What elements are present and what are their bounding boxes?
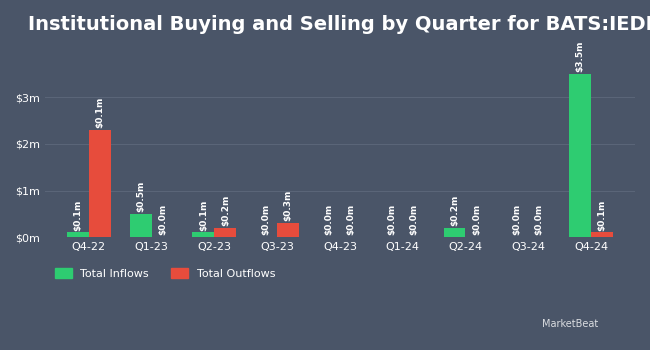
Text: $0.0m: $0.0m xyxy=(513,204,522,235)
Text: $0.1m: $0.1m xyxy=(96,97,104,128)
Text: $0.2m: $0.2m xyxy=(450,195,459,226)
Bar xyxy=(89,130,111,237)
Legend: Total Inflows, Total Outflows: Total Inflows, Total Outflows xyxy=(51,264,280,284)
Text: $0.0m: $0.0m xyxy=(410,204,418,235)
Bar xyxy=(192,232,214,237)
Text: $0.0m: $0.0m xyxy=(535,204,544,235)
Bar xyxy=(569,74,591,237)
Bar xyxy=(443,228,465,237)
Text: $0.5m: $0.5m xyxy=(136,181,145,212)
Bar xyxy=(129,214,151,237)
Text: $0.0m: $0.0m xyxy=(472,204,481,235)
Text: $0.1m: $0.1m xyxy=(73,199,83,231)
Bar xyxy=(277,223,299,237)
Bar xyxy=(591,232,613,237)
Text: MarketBeat: MarketBeat xyxy=(541,319,598,329)
Bar xyxy=(67,232,89,237)
Text: $0.0m: $0.0m xyxy=(346,204,356,235)
Text: $0.0m: $0.0m xyxy=(262,204,270,235)
Text: $0.0m: $0.0m xyxy=(324,204,333,235)
Text: $3.5m: $3.5m xyxy=(575,41,584,72)
Bar xyxy=(214,228,237,237)
Text: $0.0m: $0.0m xyxy=(158,204,167,235)
Text: $0.0m: $0.0m xyxy=(387,204,396,235)
Text: $0.3m: $0.3m xyxy=(283,190,292,221)
Text: $0.2m: $0.2m xyxy=(221,195,230,226)
Text: $0.1m: $0.1m xyxy=(199,199,208,231)
Text: $0.1m: $0.1m xyxy=(597,199,606,231)
Title: Institutional Buying and Selling by Quarter for BATS:IEDI: Institutional Buying and Selling by Quar… xyxy=(27,15,650,34)
